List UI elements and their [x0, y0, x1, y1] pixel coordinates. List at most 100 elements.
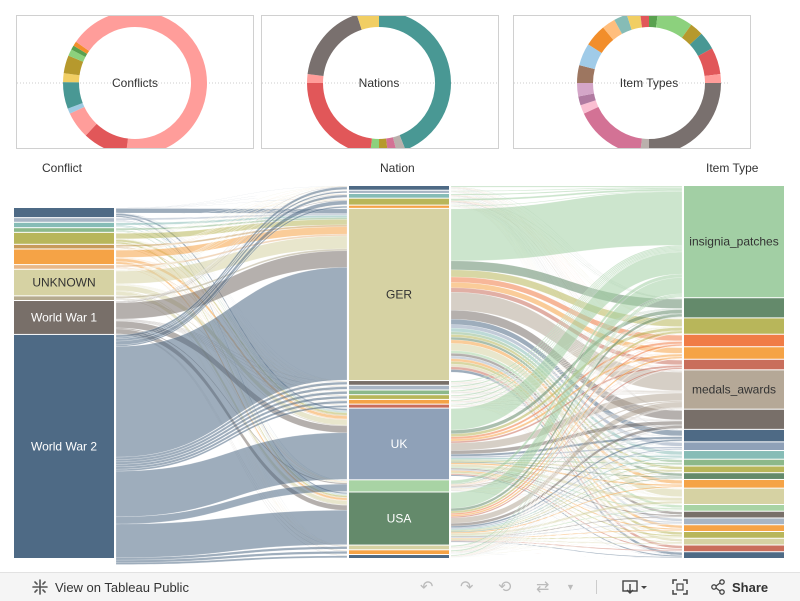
sankey-node[interactable] — [684, 359, 784, 370]
sankey-node[interactable] — [349, 385, 449, 390]
refresh-icon[interactable]: ⇄ — [536, 579, 550, 596]
sankey-ribbon[interactable] — [450, 185, 683, 188]
fullscreen-button[interactable] — [672, 573, 688, 601]
sankey-node[interactable] — [14, 244, 114, 249]
sankey-node[interactable] — [14, 296, 114, 301]
donut-slice[interactable] — [579, 44, 602, 70]
sankey-ribbon[interactable] — [450, 478, 683, 554]
sankey-node[interactable] — [349, 408, 449, 480]
donut-slice[interactable] — [648, 16, 658, 28]
sankey-ribbon[interactable] — [450, 458, 683, 558]
sankey-node[interactable] — [684, 186, 784, 298]
sankey-ribbon[interactable] — [450, 358, 683, 557]
sankey-node[interactable] — [684, 479, 784, 488]
share-button[interactable]: Share — [710, 573, 768, 601]
revert-icon[interactable]: ⟲ — [498, 579, 512, 596]
conflicts-donut-chart[interactable]: Conflicts — [17, 16, 253, 148]
donut-slice[interactable] — [370, 138, 380, 148]
sankey-node[interactable] — [349, 190, 449, 193]
sankey-ribbon[interactable] — [450, 550, 683, 554]
donut-slice[interactable] — [378, 16, 451, 148]
donut-slice[interactable] — [640, 16, 650, 28]
sankey-ribbon[interactable] — [450, 408, 683, 557]
donut-slice[interactable] — [681, 24, 702, 45]
sankey-node[interactable] — [349, 186, 449, 190]
conflicts-donut-panel[interactable]: Conflicts — [16, 15, 254, 149]
donut-slice[interactable] — [627, 16, 643, 30]
donut-slice[interactable] — [67, 102, 85, 114]
sankey-node[interactable] — [349, 193, 449, 198]
sankey-ribbon[interactable] — [115, 546, 348, 561]
sankey-ribbon[interactable] — [450, 553, 683, 558]
donut-slice[interactable] — [63, 55, 84, 76]
item-types-donut-chart[interactable]: Item Types — [514, 16, 728, 148]
sankey-node[interactable] — [684, 525, 784, 531]
donut-slice[interactable] — [648, 82, 721, 148]
sankey-node[interactable] — [349, 480, 449, 492]
sankey-ribbon[interactable] — [450, 369, 683, 557]
sankey-ribbon[interactable] — [450, 428, 683, 558]
sankey-node[interactable] — [684, 442, 784, 451]
sankey-ribbon[interactable] — [115, 432, 348, 518]
sankey-ribbon[interactable] — [115, 551, 348, 563]
sankey-node[interactable] — [14, 334, 114, 558]
sankey-ribbon[interactable] — [450, 465, 683, 554]
sankey-node[interactable] — [684, 459, 784, 466]
sankey-node[interactable] — [684, 538, 784, 545]
sankey-node[interactable] — [684, 473, 784, 479]
donut-slice[interactable] — [689, 33, 713, 57]
sankey-node[interactable] — [349, 395, 449, 399]
donut-slice[interactable] — [307, 73, 324, 84]
sankey-node[interactable] — [684, 488, 784, 504]
donut-slice[interactable] — [578, 93, 596, 106]
donut-slice[interactable] — [603, 19, 623, 40]
sankey-node[interactable] — [684, 466, 784, 473]
sankey-ribbon[interactable] — [450, 345, 683, 557]
sankey-ribbon[interactable] — [450, 344, 683, 516]
sankey-ribbon[interactable] — [115, 555, 348, 565]
sankey-ribbon[interactable] — [450, 317, 683, 557]
donut-slice[interactable] — [580, 100, 599, 114]
donut-slice[interactable] — [704, 73, 721, 84]
sankey-node[interactable] — [684, 451, 784, 459]
nations-donut-chart[interactable]: Nations — [262, 16, 498, 148]
sankey-node[interactable] — [684, 511, 784, 518]
donut-slice[interactable] — [71, 45, 88, 58]
sankey-node[interactable] — [14, 269, 114, 296]
sankey-node[interactable] — [349, 550, 449, 555]
donut-slice[interactable] — [357, 16, 380, 30]
donut-slice[interactable] — [583, 106, 643, 148]
sankey-node[interactable] — [14, 222, 114, 228]
sankey-node[interactable] — [684, 298, 784, 318]
sankey-node[interactable] — [349, 545, 449, 550]
sankey-node[interactable] — [684, 347, 784, 359]
sankey-node[interactable] — [684, 370, 784, 409]
donut-slice[interactable] — [614, 16, 632, 35]
sankey-ribbon[interactable] — [450, 503, 683, 558]
sankey-ribbon[interactable] — [450, 537, 683, 554]
sankey-chart[interactable]: UNKNOWN World War 1 World War 2 GER UK USA ins… — [0, 180, 800, 565]
donut-slice[interactable] — [577, 65, 595, 84]
sankey-node[interactable] — [684, 552, 784, 558]
donut-slice[interactable] — [69, 106, 97, 136]
sankey-ribbon[interactable] — [115, 483, 348, 525]
sankey-ribbon[interactable] — [450, 471, 683, 554]
sankey-ribbon[interactable] — [450, 487, 683, 558]
nations-donut-panel[interactable]: Nations — [261, 15, 499, 149]
sankey-node[interactable] — [684, 531, 784, 538]
sankey-node[interactable] — [349, 390, 449, 395]
donut-slice[interactable] — [640, 138, 650, 148]
sankey-node[interactable] — [684, 504, 784, 511]
sankey-node[interactable] — [14, 208, 114, 218]
sankey-node[interactable] — [349, 198, 449, 205]
sankey-node[interactable] — [684, 518, 784, 525]
sankey-node[interactable] — [14, 218, 114, 222]
sankey-node[interactable] — [349, 208, 449, 381]
redo-icon[interactable]: ↷ — [460, 579, 474, 596]
sankey-ribbon[interactable] — [115, 191, 348, 339]
donut-slice[interactable] — [63, 73, 80, 83]
donut-slice[interactable] — [385, 137, 396, 148]
sankey-ribbon[interactable] — [450, 510, 683, 554]
sankey-ribbon[interactable] — [450, 530, 683, 554]
sankey-ribbon[interactable] — [115, 206, 348, 347]
